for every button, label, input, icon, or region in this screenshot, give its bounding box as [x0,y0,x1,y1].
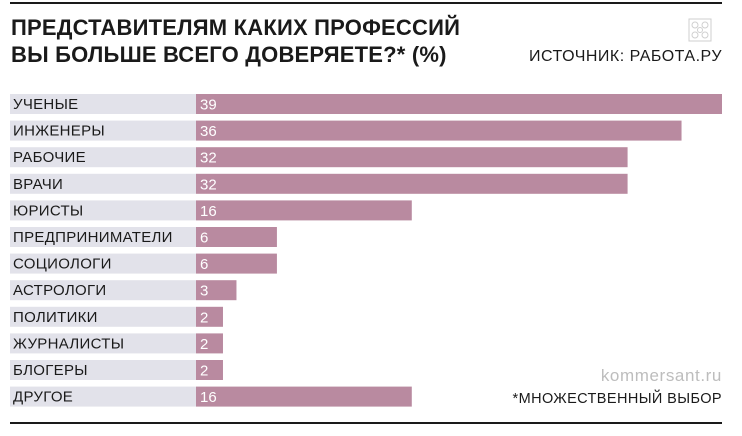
bar [196,173,628,194]
bar-row: ДРУГОЕ 16 [10,386,412,407]
bar-row: ЮРИСТЫ 16 [10,200,412,221]
chart-title-line-2: ВЫ БОЛЬШЕ ВСЕГО ДОВЕРЯЕТЕ?* (%) [11,42,447,67]
bar-row: УЧЕНЫЕ 39 [10,94,722,114]
category-label: УЧЕНЫЕ [13,96,78,113]
category-band [10,360,196,380]
category-band [10,253,196,274]
category-label: ДРУГОЕ [13,389,73,406]
category-label: АСТРОЛОГИ [13,282,106,299]
category-band [10,200,196,221]
category-band [10,147,196,168]
bar-value-label: 39 [200,97,217,114]
bar-row: АСТРОЛОГИ 3 [10,280,237,301]
bar-row: ПРЕДПРИНИМАТЕЛИ 6 [10,227,277,247]
bar [196,360,223,380]
kommersant-logo-icon [688,18,712,42]
category-label: ЮРИСТЫ [13,202,84,219]
category-label: ПРЕДПРИНИМАТЕЛИ [13,229,173,246]
bar-row: ЖУРНАЛИСТЫ 2 [10,333,223,354]
category-label: ПОЛИТИКИ [13,309,98,326]
bar [196,253,277,274]
bar-value-label: 6 [200,230,208,247]
source-label: ИСТОЧНИК: РАБОТА.РУ [529,48,722,65]
bar [196,306,223,327]
bar-row: СОЦИОЛОГИ 6 [10,253,277,274]
bar [196,333,223,354]
category-band [10,386,196,407]
bar [196,227,277,247]
category-band [10,306,196,327]
category-band [10,333,196,354]
bar-row: БЛОГЕРЫ 2 [10,360,223,380]
category-label: ИНЖЕНЕРЫ [13,123,105,140]
bar-value-label: 32 [200,176,217,193]
bar-row: ИНЖЕНЕРЫ 36 [10,120,682,141]
bar [196,94,722,114]
bar-row: РАБОЧИЕ 32 [10,147,628,168]
category-band [10,120,196,141]
bar-value-label: 16 [200,389,217,406]
bar-value-label: 32 [200,150,217,167]
bar [196,147,628,168]
bottom-rule [10,422,722,424]
bar-row: ПОЛИТИКИ 2 [10,306,223,327]
bar [196,120,682,141]
top-rule [10,2,722,4]
bar-value-label: 6 [200,256,208,273]
bar [196,200,412,221]
bar-value-label: 2 [200,309,208,326]
category-band [10,173,196,194]
bar-value-label: 16 [200,203,217,220]
chart-title-line-1: ПРЕДСТАВИТЕЛЯМ КАКИХ ПРОФЕССИЙ [11,15,461,40]
category-band [10,94,196,114]
category-label: РАБОЧИЕ [13,149,86,166]
bar [196,386,412,407]
bar-value-label: 3 [200,283,208,300]
bar-value-label: 36 [200,123,217,140]
bar [196,280,237,301]
watermark: kommersant.ru [600,366,722,385]
bar-value-label: 2 [200,336,208,353]
category-band [10,280,196,301]
bar-row: ВРАЧИ 32 [10,173,628,194]
footnote: *МНОЖЕСТВЕННЫЙ ВЫБОР [512,391,722,407]
category-band [10,227,196,247]
category-label: БЛОГЕРЫ [13,362,88,379]
category-label: ВРАЧИ [13,176,63,193]
category-label: ЖУРНАЛИСТЫ [13,335,124,352]
category-label: СОЦИОЛОГИ [13,256,112,273]
bar-value-label: 2 [200,363,208,380]
chart-title: ПРЕДСТАВИТЕЛЯМ КАКИХ ПРОФЕССИЙ ВЫ БОЛЬШЕ… [11,14,460,68]
